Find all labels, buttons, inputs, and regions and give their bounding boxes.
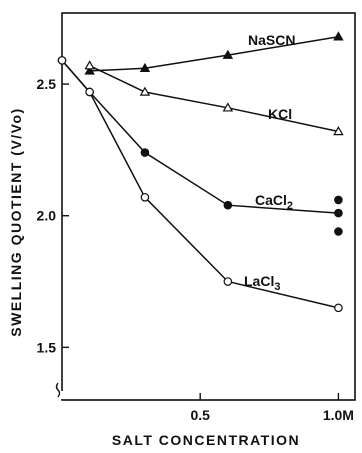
series-labels: NaSCN KCl CaCl2 LaCl3 [244,32,295,293]
nascn-point [139,62,151,73]
nascn-line [89,35,339,72]
lacl3-point [85,87,94,97]
kcl-point [139,86,151,96]
y-tick-label: 1.5 [37,339,57,355]
plot-frame [61,12,356,401]
axis-break-mark [55,382,61,398]
y-tick-label: 2.5 [37,76,57,92]
kcl-line [89,65,339,133]
y-axis-break [55,382,65,399]
x-tick-label: 0.5 [190,407,210,423]
cacl2-extra-point [334,227,343,236]
y-ticks: 1.5 2.0 2.5 [37,76,69,355]
series-markers [57,31,344,313]
lacl3-point [140,192,150,202]
plot-border [61,12,356,401]
nascn-point [84,65,95,75]
x-ticks: 0.5 1.0M [190,393,354,423]
y-tick-label: 2.0 [37,208,57,224]
nascn-label: NaSCN [248,32,295,48]
series-lines [61,35,339,309]
lacl3-line [61,59,339,309]
cacl2-point [223,200,233,210]
nascn-point [222,49,234,59]
x-tick-label: 1.0M [323,407,354,423]
cacl2-extra-point [334,195,343,205]
lacl3-point [57,56,67,65]
cacl2-point [140,148,150,157]
kcl-point [333,126,344,136]
cacl2-label: CaCl2 [255,192,293,212]
x-axis-label: SALT CONCENTRATION [112,432,300,448]
axis-break-gap [59,391,65,399]
y-axis-label: SWELLING QUOTIENT (V/Vo) [8,107,24,336]
nascn-point [333,31,344,41]
lacl3-point [223,277,233,286]
kcl-label: KCl [268,106,292,122]
lacl3-point [334,303,343,313]
cacl2-point [334,208,343,218]
kcl-point [222,102,234,112]
lacl3-label: LaCl3 [244,273,280,293]
kcl-point [84,60,95,70]
cacl2-line [61,59,339,214]
